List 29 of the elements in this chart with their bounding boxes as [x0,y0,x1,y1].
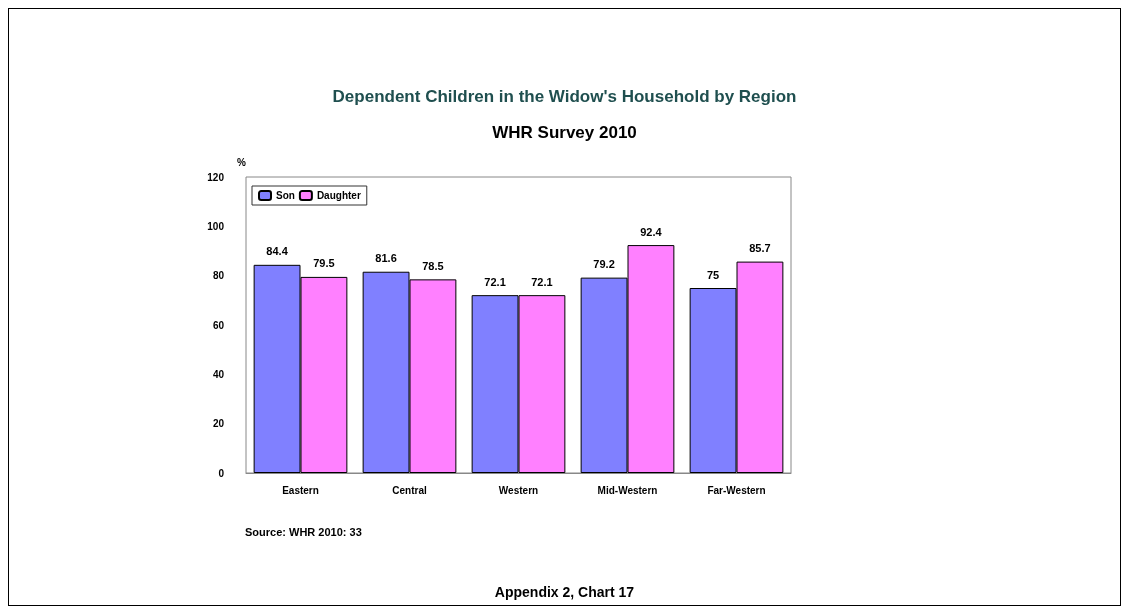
x-tick-label: Central [392,484,427,496]
data-label: 79.5 [313,257,335,270]
data-label: 84.4 [266,245,289,258]
data-label: 92.4 [640,225,663,238]
data-label: 81.6 [375,252,397,265]
source-note: Source: WHR 2010: 33 [245,525,362,538]
x-tick-label: Western [498,484,539,496]
chart-title: Dependent Children in the Widow's Household by Region [332,87,797,106]
data-label: 72.1 [531,275,553,288]
chart-subtitle: WHR Survey 2010 [492,123,637,142]
text: Appendix 2, Chart 17 [494,584,635,600]
data-label: 78.5 [422,259,444,272]
x-tick-label: Mid-Western [597,484,658,496]
x-tick-label: Eastern [282,484,319,496]
x-tick-label: Far-Western [707,484,766,496]
y-tick-label: 0 [218,467,225,479]
data-label: 72.1 [484,275,506,288]
y-tick-label: 120 [207,171,225,183]
y-tick-label: 80 [212,270,225,282]
data-label: 75 [706,268,720,281]
data-label: 79.2 [593,258,615,271]
y-tick-label: 60 [212,319,225,331]
y-tick-label: 20 [212,418,225,430]
y-tick-label: 100 [207,220,225,232]
data-label: 85.7 [749,242,771,255]
legend-label: Son [276,190,295,201]
y-tick-label: 40 [212,368,225,380]
y-axis-title: % [237,156,247,168]
legend-label: Daughter [316,190,361,201]
